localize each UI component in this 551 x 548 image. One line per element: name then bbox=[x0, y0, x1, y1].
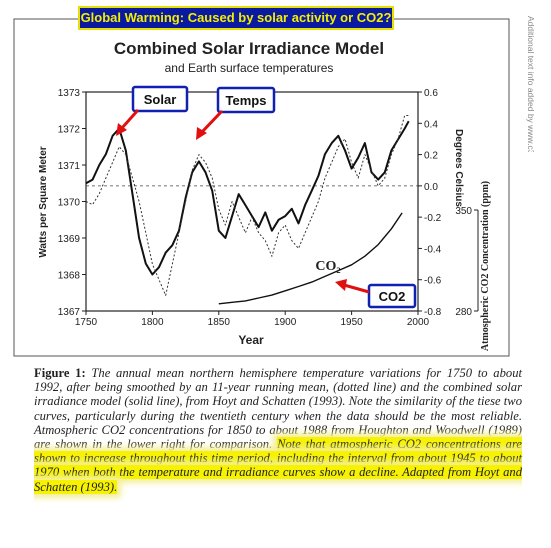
chart-title: Combined Solar Irradiance Model bbox=[114, 39, 384, 58]
y-axis-label: Watts per Square Meter bbox=[38, 146, 49, 257]
x-tick-label: 1900 bbox=[274, 317, 297, 328]
y2-tick-label: -0.8 bbox=[424, 307, 442, 318]
caption-body: The annual mean northern hemisphere temp… bbox=[34, 366, 522, 452]
temps-callout-label: Temps bbox=[226, 93, 267, 108]
series-line-temps bbox=[85, 115, 409, 296]
y-tick-label: 1369 bbox=[58, 234, 81, 245]
y-tick-label: 1368 bbox=[58, 271, 81, 282]
caption-highlight: Note that atmospheric CO2 concentrations… bbox=[34, 437, 522, 494]
chart-frame bbox=[13, 18, 510, 357]
co2-callout-box bbox=[367, 283, 417, 309]
x-axis: 1750 1800 1850 1900 1950 2000 bbox=[75, 311, 430, 328]
co2-arrow bbox=[343, 283, 370, 294]
temps-callout: Temps bbox=[196, 86, 276, 140]
y-tick-label: 1371 bbox=[58, 161, 81, 172]
y2-tick-label: 0.0 bbox=[424, 182, 438, 193]
x-axis-label: Year bbox=[238, 333, 264, 347]
y-tick-label: 1370 bbox=[58, 198, 81, 209]
solar-arrow bbox=[120, 109, 140, 129]
y2-tick-label: -0.4 bbox=[424, 244, 442, 255]
temps-callout-box bbox=[216, 86, 276, 114]
y-tick-label: 1372 bbox=[58, 125, 81, 136]
chart-subtitle: and Earth surface temperatures bbox=[165, 61, 334, 75]
x-tick-label: 1850 bbox=[208, 317, 231, 328]
side-note-text: Additional text info added by www.c3head… bbox=[526, 16, 535, 152]
y2-tick-label: -0.6 bbox=[424, 276, 442, 287]
x-tick-label: 2000 bbox=[407, 317, 430, 328]
x-tick-label: 1800 bbox=[141, 317, 164, 328]
co2-axis: 280 350 bbox=[455, 206, 479, 318]
y-tick-label: 1373 bbox=[58, 88, 81, 99]
y3-axis-label: Atmospheric CO2 Concentration (ppm) bbox=[480, 181, 491, 351]
series-line-solar bbox=[85, 120, 410, 276]
solar-callout-label: Solar bbox=[144, 92, 177, 107]
solar-callout: Solar bbox=[116, 85, 189, 136]
series-layer bbox=[85, 115, 410, 305]
x-tick-label: 1950 bbox=[340, 317, 363, 328]
caption-figure-label: Figure 1: bbox=[34, 366, 86, 380]
series-line-co2 bbox=[218, 212, 403, 305]
y3-axis-label-text: Atmospheric CO2 Concentration (ppm) bbox=[480, 181, 491, 351]
y2-tick-label: -0.2 bbox=[424, 213, 442, 224]
co2-callout: CO2 bbox=[335, 279, 417, 309]
co2-inline-label: CO₂ bbox=[315, 259, 340, 274]
solar-arrowhead bbox=[116, 123, 127, 136]
solar-callout-box bbox=[131, 85, 189, 113]
y2-tick-label: 0.6 bbox=[424, 88, 438, 99]
co2-callout-label: CO2 bbox=[379, 289, 406, 304]
x-tick-label: 1750 bbox=[75, 317, 98, 328]
y3-tick-label: 350 bbox=[455, 206, 472, 217]
side-note: Additional text info added by www.c3head… bbox=[513, 12, 536, 209]
temps-arrow bbox=[200, 109, 224, 134]
y3-tick-label: 280 bbox=[455, 307, 472, 318]
y2-tick-label: 0.2 bbox=[424, 151, 438, 162]
left-axis: 1367 1368 1369 1370 1371 1372 1373 bbox=[58, 88, 86, 318]
right-axis: 0.6 0.4 0.2 0.0 -0.2 -0.4 -0.6 -0.8 bbox=[86, 88, 442, 318]
banner-title: Global Warming: Caused by solar activity… bbox=[78, 6, 394, 30]
figure-caption: Figure 1: The annual mean northern hemis… bbox=[34, 366, 522, 494]
co2-arrowhead bbox=[335, 279, 347, 291]
y-tick-label: 1367 bbox=[58, 307, 81, 318]
y2-tick-label: 0.4 bbox=[424, 119, 438, 130]
temps-arrowhead bbox=[196, 127, 207, 140]
y2-axis-label: Degrees Celsius bbox=[453, 129, 464, 207]
